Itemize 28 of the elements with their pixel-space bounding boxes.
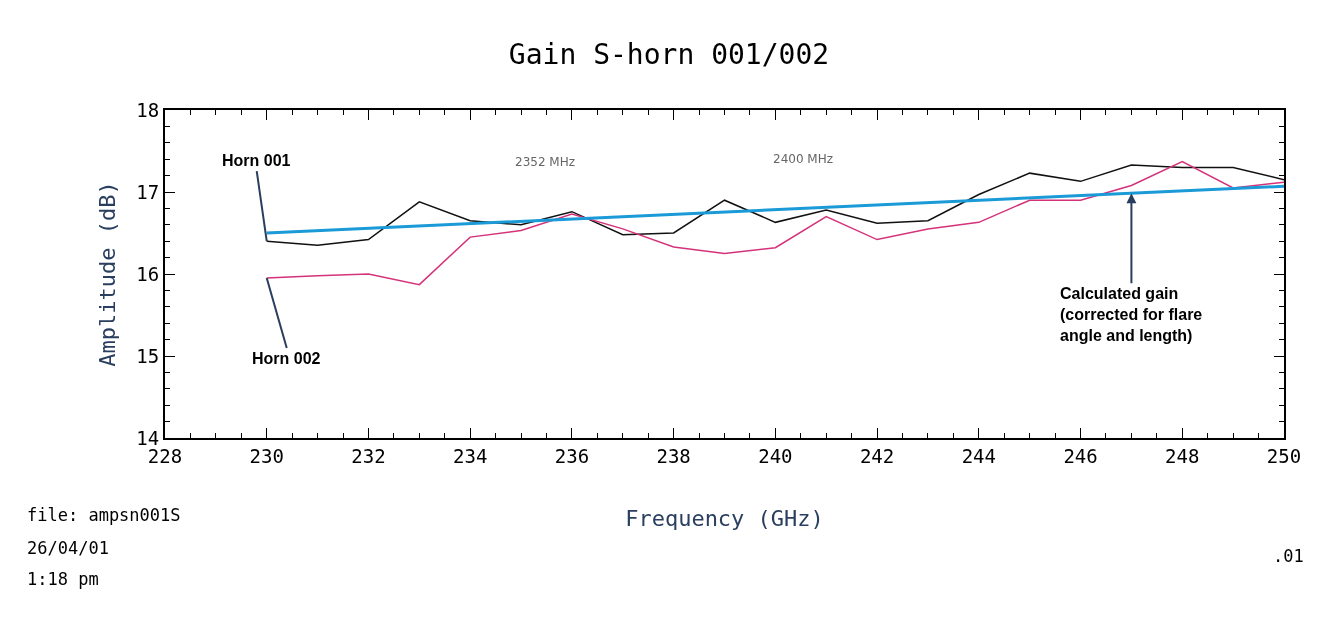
- annotation: 2352 MHz: [515, 155, 576, 169]
- text: 26/04/01: [27, 538, 109, 558]
- text: Calculated gain (corrected for flare angle and length): [1060, 285, 1203, 344]
- text: Horn 002: [252, 350, 321, 367]
- x-tick-label: 232: [351, 444, 386, 467]
- y-tick-label: 18: [136, 98, 160, 121]
- text: Horn 001: [222, 152, 291, 169]
- line-series: [265, 164, 1284, 247]
- y-tick-label: 17: [136, 180, 160, 203]
- text: 1:18 pm: [27, 569, 99, 589]
- y-axis-title: Amplitude (dB): [94, 181, 120, 367]
- x-tick-label: 248: [1165, 444, 1200, 467]
- x-tick-label: 240: [758, 444, 793, 467]
- x-tick-label: 244: [961, 444, 996, 467]
- x-tick-label: 230: [249, 444, 284, 467]
- x-tick-label: 238: [656, 444, 691, 467]
- text: file: ampsn001S: [27, 505, 181, 525]
- y-tick-label: 15: [136, 344, 160, 367]
- chart-title: Gain S-horn 001/002: [508, 37, 830, 71]
- x-tick-label: 236: [554, 444, 590, 467]
- x-tick-label: 246: [1063, 444, 1098, 467]
- annotation: 2400 MHz: [773, 152, 834, 166]
- x-tick-label: 234: [453, 444, 488, 467]
- text: .01: [1273, 546, 1304, 566]
- x-tick-label: 242: [859, 444, 895, 467]
- y-tick-label: 16: [136, 262, 160, 285]
- x-tick-label: 250: [1266, 444, 1302, 467]
- x-axis-title: Frequency (GHz): [625, 506, 824, 532]
